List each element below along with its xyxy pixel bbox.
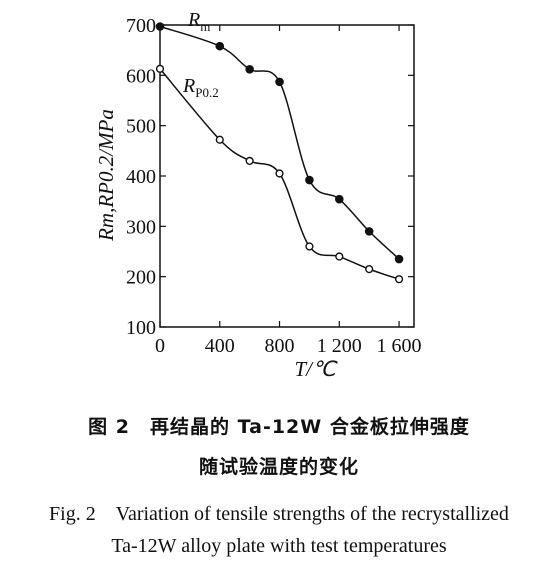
data-point bbox=[275, 77, 284, 87]
y-axis-ticks: 100 200 300 400 500 600 700 bbox=[126, 15, 414, 339]
data-point bbox=[335, 252, 344, 261]
caption-english-line-2: Ta-12W alloy plate with test temperature… bbox=[111, 535, 447, 557]
x-tick-label: 1 200 bbox=[317, 335, 362, 357]
series-line-0 bbox=[159, 25, 400, 260]
data-point bbox=[155, 22, 165, 31]
data-point bbox=[215, 41, 225, 51]
data-point bbox=[245, 156, 254, 166]
x-tick-label: 0 bbox=[155, 335, 165, 357]
y-tick-label: 700 bbox=[126, 15, 156, 37]
data-point bbox=[305, 242, 314, 251]
y-tick-label: 500 bbox=[126, 116, 156, 138]
data-point bbox=[334, 194, 344, 204]
x-axis-label: T/℃ bbox=[294, 357, 338, 381]
x-tick-label: 1 600 bbox=[377, 335, 422, 357]
x-axis-ticks: 0 400 800 1 200 1 600 bbox=[155, 25, 422, 357]
y-tick-label: 200 bbox=[126, 267, 156, 289]
series-label-1: RP0.2 bbox=[182, 75, 219, 100]
x-tick-label: 400 bbox=[205, 335, 235, 357]
data-point bbox=[245, 64, 254, 74]
data-point bbox=[394, 275, 404, 284]
data-point bbox=[364, 227, 374, 236]
y-tick-label: 100 bbox=[126, 317, 156, 339]
y-tick-label: 400 bbox=[126, 166, 156, 188]
series-layer: Rm RP0.2 bbox=[155, 9, 404, 284]
data-point bbox=[305, 175, 314, 185]
caption-chinese-line-2: 随试验温度的变化 bbox=[198, 456, 359, 478]
data-point bbox=[365, 265, 374, 274]
data-point bbox=[155, 64, 165, 73]
y-axis-label: Rm,RP0.2/MPa bbox=[94, 109, 118, 242]
caption-chinese-line-1: 图 2 再结晶的 Ta-12W 合金板拉伸强度 bbox=[88, 416, 470, 438]
data-point bbox=[215, 135, 224, 144]
x-tick-label: 800 bbox=[265, 335, 295, 357]
data-point bbox=[394, 254, 404, 264]
y-tick-label: 600 bbox=[126, 65, 156, 87]
plot-border bbox=[159, 24, 415, 328]
plot-frame bbox=[159, 24, 415, 328]
y-tick-label: 300 bbox=[126, 216, 156, 238]
caption-english-line-1: Fig. 2 Variation of tensile strengths of… bbox=[49, 503, 509, 525]
data-point bbox=[275, 169, 284, 178]
series-label-0: Rm bbox=[187, 9, 210, 34]
